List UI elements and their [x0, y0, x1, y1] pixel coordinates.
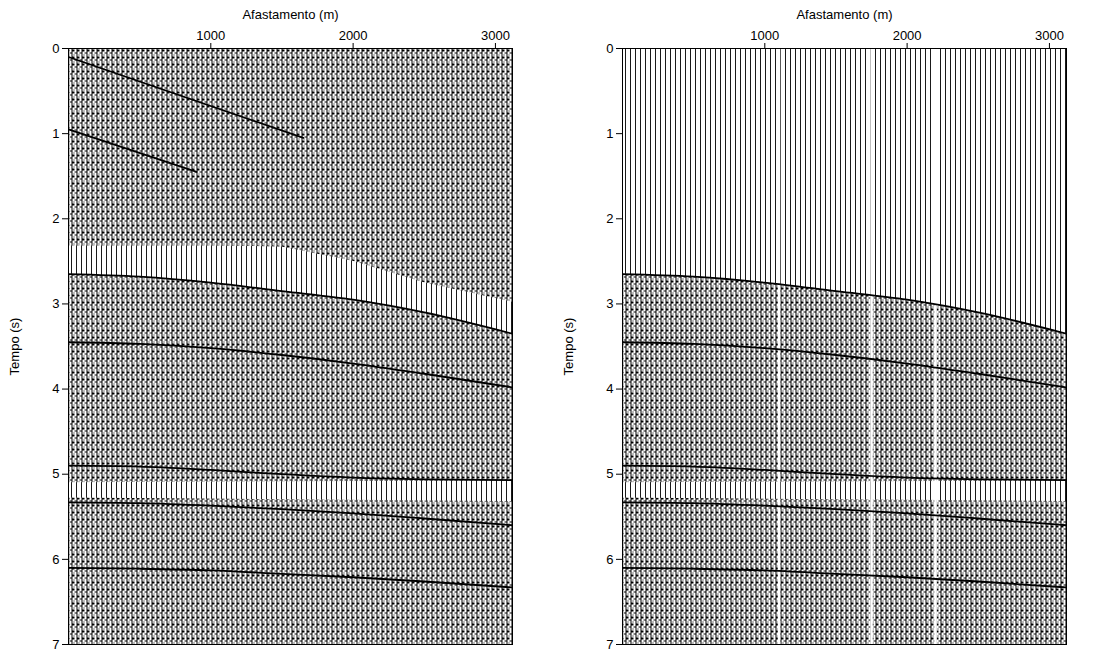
svg-text:2000: 2000 [893, 28, 922, 43]
svg-text:3: 3 [52, 296, 59, 311]
svg-text:3000: 3000 [481, 28, 510, 43]
svg-text:6: 6 [52, 552, 59, 567]
svg-text:0: 0 [606, 41, 613, 56]
svg-text:1000: 1000 [750, 28, 779, 43]
svg-text:3000: 3000 [1035, 28, 1064, 43]
svg-text:4: 4 [52, 381, 59, 396]
svg-text:1: 1 [52, 126, 59, 141]
svg-text:2000: 2000 [339, 28, 368, 43]
svg-text:6: 6 [606, 552, 613, 567]
svg-text:2: 2 [606, 211, 613, 226]
svg-text:Tempo (s): Tempo (s) [7, 318, 22, 376]
svg-text:0: 0 [52, 41, 59, 56]
svg-text:Afastamento (m): Afastamento (m) [796, 7, 892, 22]
svg-text:2: 2 [52, 211, 59, 226]
svg-text:5: 5 [52, 466, 59, 481]
svg-text:1000: 1000 [196, 28, 225, 43]
svg-text:5: 5 [606, 466, 613, 481]
svg-text:7: 7 [52, 637, 59, 652]
svg-text:Afastamento (m): Afastamento (m) [242, 7, 338, 22]
svg-text:Tempo (s): Tempo (s) [561, 318, 576, 376]
svg-text:4: 4 [606, 381, 613, 396]
svg-text:7: 7 [606, 637, 613, 652]
svg-text:3: 3 [606, 296, 613, 311]
svg-text:1: 1 [606, 126, 613, 141]
